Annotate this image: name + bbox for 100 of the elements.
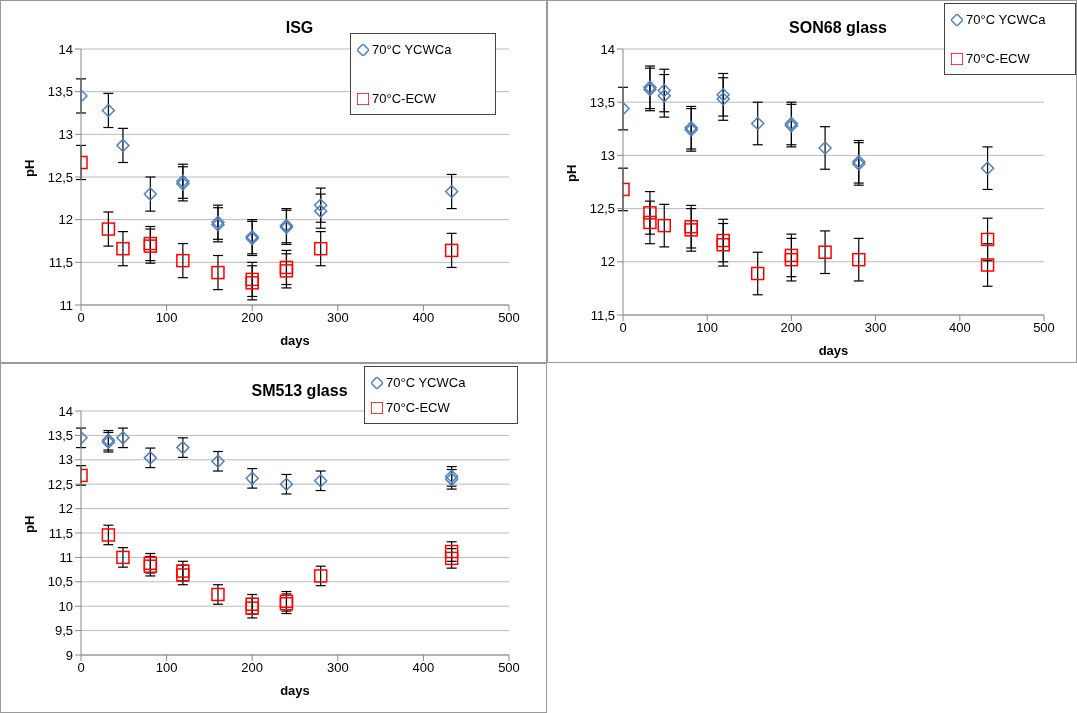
x-tick-label: 500 [1033,320,1055,336]
point [444,184,459,199]
point [313,569,328,583]
point [716,92,730,106]
y-tick-label: 12 [600,254,615,270]
x-tick-label: 100 [155,310,178,326]
y-tick-label: 13 [58,126,73,142]
y-tick-label: 11,5 [590,307,615,323]
x-tick-label: 300 [864,320,887,336]
y-tick-label: 10 [58,598,73,614]
y-tick-label: 11,5 [48,525,73,541]
point [245,471,259,486]
y-tick-label: 12 [58,501,73,517]
point [211,454,225,469]
y-tick-label: 13 [58,452,73,468]
point [313,204,328,218]
y-tick-label: 12 [58,212,73,228]
y-tick-label: 10,5 [47,574,73,590]
point [980,232,995,247]
point [313,198,328,212]
y-tick-label: 9,5 [54,623,73,639]
point [980,258,995,272]
point [657,83,672,98]
point [245,597,259,611]
y-tick-label: 13,5 [589,94,615,110]
point [116,241,130,256]
legend-label: 70°C-ECW [966,51,1030,66]
point [684,219,698,234]
y-tick-label: 13,5 [47,84,73,100]
y-tick-label: 13,5 [47,428,73,444]
y-tick-label: 9 [65,647,73,663]
legend-label: 70°C YCWCa [372,42,452,57]
point [116,431,130,445]
point [657,89,672,103]
x-tick-label: 500 [498,660,520,676]
point [279,260,294,275]
point [211,265,225,280]
chart-title: SM513 glass [251,382,348,399]
point [143,187,158,201]
y-tick-label: 13 [600,148,615,164]
y-tick-label: 11,5 [48,254,73,270]
y-tick-label: 14 [58,41,73,57]
point [684,223,698,237]
legend-label: 70°C-ECW [372,91,436,106]
point [143,451,158,465]
x-tick-label: 200 [780,320,803,336]
point [279,477,294,491]
point [980,161,995,175]
point [176,253,190,268]
x-tick-label: 400 [412,310,435,326]
x-axis-title: days [280,683,310,698]
point [245,276,259,290]
y-tick-label: 11 [59,297,73,313]
y-tick-label: 14 [58,403,73,419]
y-axis-title: pH [21,515,37,533]
x-tick-label: 100 [155,660,178,676]
point [245,272,259,287]
x-tick-label: 0 [77,310,85,326]
point [176,564,190,578]
y-tick-label: 11 [59,550,73,566]
point [101,103,116,118]
point [116,138,130,153]
point [818,141,832,155]
point [716,233,730,248]
point [750,266,765,281]
point [784,252,799,267]
chart-title: ISG [284,19,315,37]
legend-label: 70°C-ECW [386,400,450,415]
y-tick-label: 12,5 [589,201,615,217]
point [750,116,765,131]
point [643,206,657,220]
x-tick-label: 200 [241,660,264,676]
x-tick-label: 0 [619,320,627,336]
point [101,222,116,236]
x-tick-label: 300 [326,310,349,326]
point [716,238,730,252]
x-tick-label: 500 [498,310,520,326]
x-tick-label: 400 [948,320,971,336]
legend-label: 70°C YCWCa [966,12,1046,27]
x-tick-label: 300 [326,660,349,676]
point [101,528,116,542]
y-tick-label: 12,5 [47,476,73,492]
chart-title: SON68 glass [789,19,887,36]
point [852,252,866,267]
point [818,245,832,259]
point [176,568,190,582]
y-tick-label: 14 [600,41,615,57]
point [313,241,328,256]
y-tick-label: 12,5 [47,169,73,185]
x-tick-label: 100 [696,320,719,336]
point [245,601,259,615]
point [643,215,657,230]
x-axis-title: days [818,343,849,358]
point [784,248,799,263]
y-axis-title: pH [563,164,579,182]
legend-label: 70°C YCWCa [386,375,466,390]
point [313,474,328,488]
x-tick-label: 0 [77,660,85,676]
y-axis-title: pH [21,159,37,177]
x-tick-label: 200 [241,310,264,326]
